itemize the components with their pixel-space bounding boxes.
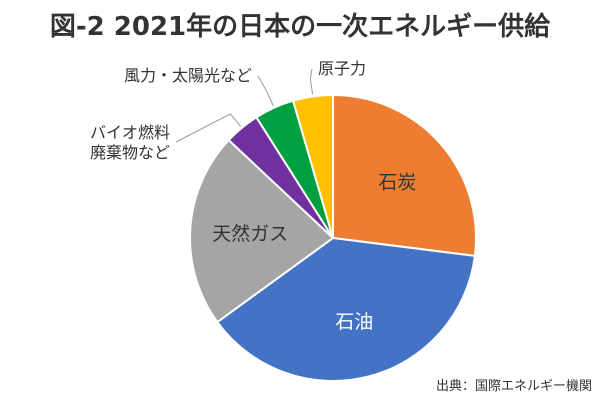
slice-label-4: バイオ燃料廃棄物など: [90, 123, 170, 162]
slice-label-line: 原子力: [318, 59, 366, 78]
pie-slice-3: [189, 138, 335, 324]
slice-label-5: 風力・太陽光など: [124, 66, 252, 85]
leader-line-4: [175, 113, 241, 143]
leader-line-6: [309, 68, 314, 95]
pie-slice-2: [215, 236, 476, 382]
pie-slice-6: [291, 93, 334, 239]
slices-layer: [189, 93, 477, 382]
leader-line-5: [257, 75, 274, 107]
slice-label-3: 天然ガス: [212, 223, 288, 245]
slice-label-1: 石炭: [378, 171, 416, 193]
slice-label-6: 原子力: [318, 59, 366, 78]
leader-lines-layer: [175, 68, 314, 143]
chart-title: 図-2 2021年の日本の一次エネルギー供給: [49, 12, 551, 42]
slice-label-line: バイオ燃料: [90, 123, 170, 142]
slice-label-line: 風力・太陽光など: [124, 66, 252, 85]
slice-label-2: 石油: [335, 311, 373, 333]
source-note: 出典：国際エネルギー機関: [435, 379, 592, 394]
slice-label-line: 廃棄物など: [90, 143, 170, 162]
pie-slice-1: [332, 93, 477, 258]
